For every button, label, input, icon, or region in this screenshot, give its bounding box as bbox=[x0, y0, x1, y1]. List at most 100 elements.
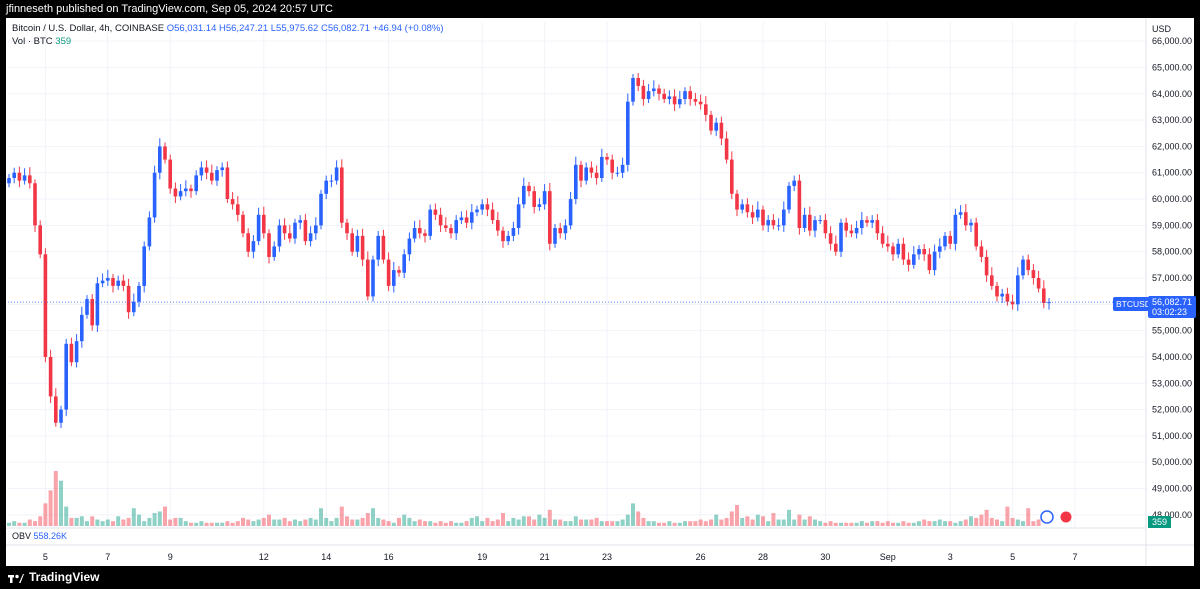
candle-body bbox=[407, 238, 412, 255]
volume-bar bbox=[755, 514, 760, 526]
volume-bar bbox=[1036, 519, 1041, 526]
candle-body bbox=[906, 259, 911, 265]
candle-body bbox=[22, 175, 27, 181]
x-tick-label: 30 bbox=[820, 552, 830, 562]
volume-bar bbox=[610, 521, 615, 526]
candle-body bbox=[85, 299, 89, 315]
candle-body bbox=[121, 280, 126, 286]
symbol-price-tag: BTCUSD bbox=[1113, 297, 1154, 311]
candle-body bbox=[319, 193, 323, 226]
candle-body bbox=[828, 233, 833, 244]
volume-bar bbox=[527, 516, 531, 526]
volume-bar bbox=[7, 522, 11, 526]
candle-body bbox=[194, 175, 198, 192]
candle-body bbox=[1000, 293, 1004, 297]
volume-bar bbox=[766, 521, 771, 526]
volume-bar bbox=[59, 480, 63, 526]
candle-body bbox=[210, 172, 214, 181]
volume-bar bbox=[839, 522, 843, 526]
candle-body bbox=[69, 343, 74, 363]
volume-bar bbox=[579, 519, 583, 526]
volume-bar bbox=[386, 521, 391, 526]
volume-bar bbox=[287, 521, 292, 526]
last-price-tag: 56,082.71 03:02:23 bbox=[1148, 296, 1197, 318]
volume-bar bbox=[33, 521, 37, 526]
candle-body bbox=[750, 212, 755, 218]
volume-bar bbox=[27, 519, 32, 526]
volume-bar bbox=[303, 519, 308, 526]
volume-bar bbox=[859, 521, 864, 526]
candle-body bbox=[438, 214, 443, 226]
candle-body bbox=[54, 396, 58, 423]
volume-bar bbox=[85, 521, 89, 526]
volume-bar bbox=[891, 522, 895, 526]
volume-bar bbox=[230, 522, 235, 526]
volume-bar bbox=[209, 522, 214, 526]
volume-bar bbox=[412, 521, 417, 526]
candle-body bbox=[178, 191, 183, 197]
candle-body bbox=[766, 220, 770, 226]
candle-body bbox=[111, 278, 115, 286]
publisher-text: jfinneseth published on TradingView.com,… bbox=[6, 3, 333, 15]
candle-body bbox=[974, 222, 978, 247]
publish-header: jfinneseth published on TradingView.com,… bbox=[0, 0, 1200, 18]
volume-bar bbox=[537, 514, 542, 526]
tradingview-brand[interactable]: TradingView bbox=[8, 566, 99, 589]
volume-bar bbox=[1031, 521, 1036, 526]
volume-bar bbox=[157, 511, 162, 526]
volume-bar bbox=[584, 519, 589, 526]
candle-body bbox=[137, 285, 141, 302]
volume-bar bbox=[251, 521, 256, 526]
volume-bar bbox=[823, 522, 828, 526]
volume-bar bbox=[901, 521, 906, 526]
candle-body bbox=[454, 220, 458, 234]
candle-body bbox=[345, 222, 349, 234]
candle-body bbox=[433, 209, 438, 215]
volume-bar bbox=[194, 522, 199, 526]
candle-body bbox=[698, 101, 703, 105]
volume-bar bbox=[407, 517, 412, 526]
candle-body bbox=[938, 246, 942, 252]
volume-bar bbox=[922, 519, 927, 526]
candle-body bbox=[282, 225, 287, 234]
candle-body bbox=[100, 280, 105, 284]
volume-bar bbox=[48, 490, 53, 526]
volume-bar bbox=[64, 506, 69, 526]
volume-bar bbox=[911, 522, 916, 526]
x-tick-label: 21 bbox=[540, 552, 550, 562]
ohlc-high: H56,247.21 bbox=[219, 23, 269, 34]
volume-bar bbox=[963, 519, 968, 526]
candle-body bbox=[594, 172, 599, 178]
candle-body bbox=[288, 233, 292, 239]
candle-body bbox=[709, 114, 713, 131]
volume-bar bbox=[974, 517, 979, 526]
x-tick-label: 7 bbox=[1072, 552, 1077, 562]
candle-body bbox=[849, 230, 854, 234]
candle-body bbox=[600, 156, 604, 178]
candle-body bbox=[646, 91, 651, 100]
candle-body bbox=[303, 220, 308, 242]
volume-bar bbox=[449, 521, 453, 526]
volume-bar bbox=[38, 516, 43, 526]
y-tick-label: 48,000.00 bbox=[1152, 510, 1192, 520]
volume-bar bbox=[761, 516, 765, 526]
candle-body bbox=[626, 101, 630, 165]
volume-bar bbox=[870, 521, 875, 526]
candle-body bbox=[428, 209, 432, 236]
x-tick-label: 7 bbox=[105, 552, 110, 562]
candle-body bbox=[870, 220, 874, 223]
volume-bar bbox=[813, 519, 817, 526]
volume-bar bbox=[95, 519, 100, 526]
volume-bar bbox=[854, 522, 859, 526]
volume-bar bbox=[787, 509, 791, 526]
candle-body bbox=[558, 228, 562, 234]
candle-body bbox=[334, 167, 339, 181]
candle-body bbox=[12, 172, 16, 178]
candle-body bbox=[293, 222, 297, 239]
volume-bar bbox=[69, 517, 74, 526]
volume-bar bbox=[969, 516, 973, 526]
candle-body bbox=[834, 243, 838, 252]
candle-body bbox=[267, 233, 271, 257]
candle-body bbox=[480, 204, 484, 210]
